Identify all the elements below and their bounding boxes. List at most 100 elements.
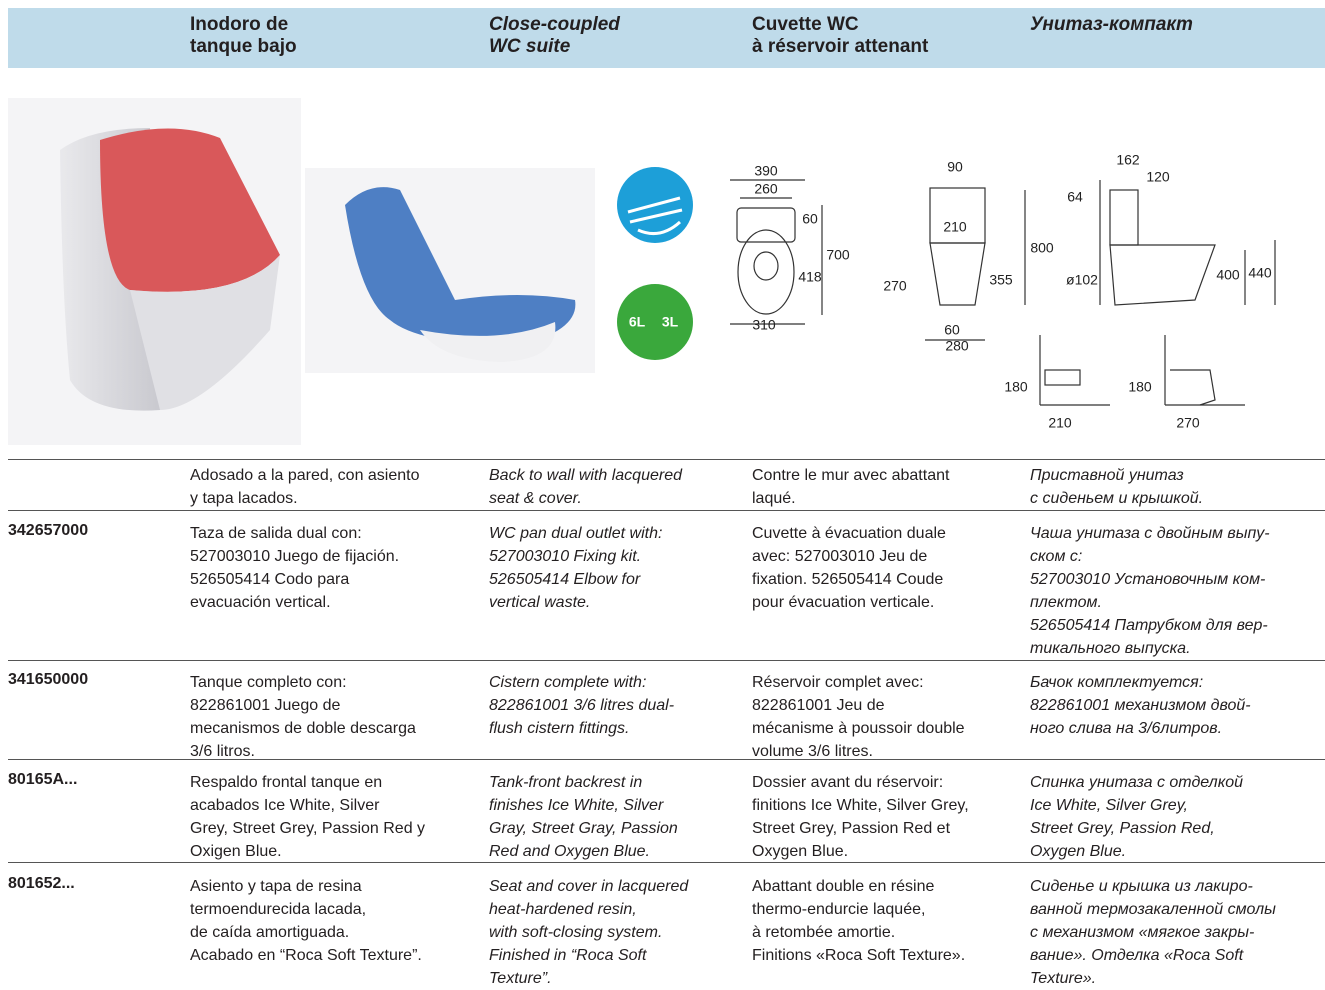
dimension-label: 162: [1116, 152, 1140, 168]
cell-line: Ice White, Silver Grey,: [1030, 797, 1188, 814]
cell-line: Tanque completo con:: [190, 674, 347, 691]
cell-line: acabados Ice White, Silver: [190, 797, 380, 814]
cell-line: Abattant double en résine: [752, 878, 935, 895]
cell-line: Adosado a la pared, con asiento: [190, 467, 420, 484]
description-cell: Tanque completo con: 822861001 Juego de me…: [190, 671, 416, 763]
cell-line: с сиденьем и крышкой.: [1030, 490, 1204, 507]
product-code: 80165A...: [8, 771, 78, 788]
product-code: 801652...: [8, 875, 75, 892]
description-cell: Сиденье и крышка из лакиро-ванной термоз…: [1030, 875, 1276, 990]
dual-flush-icon: [617, 284, 693, 360]
description-cell: Asiento y tapa de resina termoendurecida …: [190, 875, 422, 967]
product-code: 341650000: [8, 671, 89, 688]
header-line: tanque bajo: [190, 36, 297, 57]
dimension-label: 400: [1216, 267, 1240, 283]
dimension-label: 390: [754, 163, 778, 179]
dimension-label: 180: [1128, 379, 1152, 395]
cell-line: с механизмом «мягкое закры-: [1030, 924, 1255, 941]
cell-line: Seat and cover in lacquered: [489, 878, 689, 895]
cell-line: 527003010 Fixing kit.: [489, 548, 642, 565]
description-cell: Спинка унитаза с отделкой Ice White, Silv…: [1030, 771, 1243, 863]
cell-line: Réservoir complet avec:: [752, 674, 924, 691]
seat-ring: [420, 322, 556, 362]
description-cell: Бачок комплектуется: 822861001 механизмом…: [1030, 671, 1251, 740]
cell-line: тикального выпуска.: [1030, 640, 1191, 657]
description-cell: Cistern complete with: 822861001 3/6 litr…: [489, 671, 674, 740]
flush-label: 3L: [662, 314, 679, 330]
description-cell: Abattant double en résine thermo-endurcie…: [752, 875, 965, 967]
description-cell: Cuvette à évacuation duale avec: 52700301…: [752, 522, 946, 614]
cell-line: Gray, Street Gray, Passion: [489, 820, 678, 837]
cell-line: Taza de salida dual con:: [190, 525, 362, 542]
dimension-label: 260: [754, 181, 778, 197]
cell-line: flush cistern fittings.: [489, 720, 630, 737]
cell-line: Respaldo frontal tanque en: [190, 774, 383, 791]
cell-line: Contre le mur avec abattant: [752, 467, 950, 484]
header-line: à réservoir attenant: [752, 36, 929, 57]
header-line: Cuvette WC: [752, 14, 859, 35]
dimension-label: 90: [947, 159, 963, 175]
cell-line: WC pan dual outlet with:: [489, 525, 663, 542]
cell-line: 526505414 Codo para: [190, 571, 350, 588]
cell-line: pour évacuation verticale.: [752, 594, 935, 611]
cell-line: Приставной унитаз: [1030, 467, 1184, 484]
description-cell: Tank-front backrest in finishes Ice White…: [489, 771, 678, 863]
cell-line: 526505414 Elbow for: [489, 571, 641, 588]
cell-line: Oxygen Blue.: [752, 843, 849, 860]
cell-line: плектом.: [1030, 594, 1102, 611]
cell-line: 822861001 механизмом двой-: [1030, 697, 1251, 714]
cell-line: Acabado en “Roca Soft Texture”.: [190, 947, 422, 964]
cell-line: Oxigen Blue.: [190, 843, 282, 860]
row-separator: [8, 862, 1325, 863]
cell-line: Dossier avant du réservoir:: [752, 774, 944, 791]
cell-line: Finished in “Roca Soft: [489, 947, 647, 964]
description-cell: Seat and cover in lacquered heat-hardened…: [489, 875, 688, 990]
cell-line: de caída amortiguada.: [190, 924, 350, 941]
cell-line: Бачок комплектуется:: [1030, 674, 1204, 691]
header-line: Close-coupled: [489, 14, 620, 35]
row-separator: [8, 510, 1325, 511]
cell-line: вание». Отделка «Roca Soft: [1030, 947, 1244, 964]
row-separator: [8, 459, 1325, 460]
dimension-label: 180: [1004, 379, 1028, 395]
dimension-label: 60: [802, 211, 818, 227]
description-cell: Dossier avant du réservoir: finitions Ice…: [752, 771, 969, 863]
dimension-label: 418: [798, 269, 822, 285]
cell-line: with soft-closing system.: [489, 924, 663, 941]
description-cell: WC pan dual outlet with: 527003010 Fixing…: [489, 522, 662, 614]
dimension-label: 800: [1030, 240, 1054, 256]
blue-seat: [345, 187, 576, 345]
dimension-label: 210: [1048, 415, 1072, 431]
description-cell: Réservoir complet avec: 822861001 Jeu de m…: [752, 671, 965, 763]
cell-line: finishes Ice White, Silver: [489, 797, 664, 814]
cell-line: mécanisme à poussoir double: [752, 720, 965, 737]
dimension-label: ø102: [1066, 272, 1098, 288]
header-line: WC suite: [489, 36, 571, 57]
header-column: Close-coupled WC suite: [489, 14, 620, 58]
install-drawings: [1039, 335, 1245, 406]
cell-line: ванной термозакаленной смолы: [1030, 901, 1276, 918]
cell-line: Grey, Street Grey, Passion Red y: [190, 820, 426, 837]
header-line: Унитаз-компакт: [1030, 14, 1193, 35]
cell-line: avec: 527003010 Jeu de: [752, 548, 928, 565]
cell-line: Спинка унитаза с отделкой: [1030, 774, 1244, 791]
cell-line: 822861001 3/6 litres dual-: [489, 697, 675, 714]
cell-line: à retombée amortie.: [752, 924, 896, 941]
dimension-label: 120: [1146, 169, 1170, 185]
row-separator: [8, 660, 1325, 661]
cell-line: Texture”.: [489, 970, 552, 987]
cell-line: Finitions «Roca Soft Texture».: [752, 947, 966, 964]
cell-line: evacuación vertical.: [190, 594, 331, 611]
cell-line: Сиденье и крышка из лакиро-: [1030, 878, 1253, 895]
cell-line: Tank-front backrest in: [489, 774, 643, 791]
description-cell: Adosado a la pared, con asiento y tapa la…: [190, 464, 420, 510]
header-band: [8, 8, 1325, 68]
cell-line: Cuvette à évacuation duale: [752, 525, 946, 542]
cell-line: Asiento y tapa de resina: [190, 878, 362, 895]
cell-line: heat-hardened resin,: [489, 901, 637, 918]
cell-line: 526505414 Патрубком для вер-: [1030, 617, 1268, 634]
cell-line: ного слива на 3/6литров.: [1030, 720, 1223, 737]
cell-line: ском с:: [1030, 548, 1083, 565]
cell-line: thermo-endurcie laquée,: [752, 901, 926, 918]
